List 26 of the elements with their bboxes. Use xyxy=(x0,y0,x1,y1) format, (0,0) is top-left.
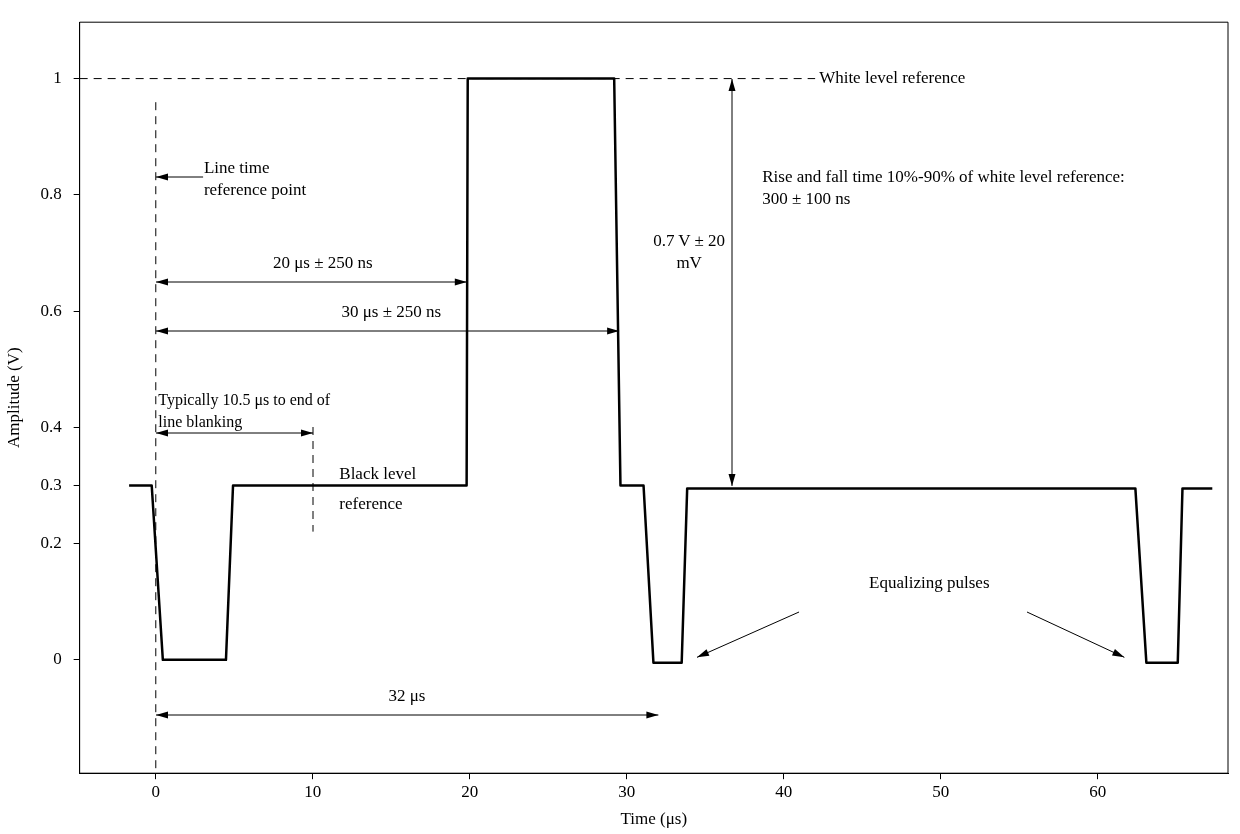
y-tick-label: 0.2 xyxy=(40,533,62,553)
y-tick-label: 0.4 xyxy=(40,416,63,436)
x-tick-label: 50 xyxy=(932,781,950,801)
x-tick-label: 10 xyxy=(304,781,322,801)
y-tick-label: 0.8 xyxy=(40,184,62,204)
annotation: 20 μs ± 250 ns xyxy=(271,252,374,274)
y-axis-title: Amplitude (V) xyxy=(3,347,23,448)
annotation: Line time reference point xyxy=(203,157,308,202)
annotation: Rise and fall time 10%-90% of white level reference: 300 ± 100 ns xyxy=(762,166,1126,211)
y-tick-label: 0 xyxy=(53,649,62,669)
y-tick-label: 1 xyxy=(53,68,62,88)
x-tick-label: 30 xyxy=(618,781,636,801)
x-tick-label: 0 xyxy=(151,781,161,801)
y-tick-label: 0.3 xyxy=(40,474,62,494)
y-tick-label: 0.6 xyxy=(40,300,62,320)
x-tick-label: 40 xyxy=(775,781,793,801)
annotation: Black level reference xyxy=(339,463,418,516)
annotation: 0.7 V ± 20 mV xyxy=(652,230,727,275)
annotation: Typically 10.5 μs to end of line blanking xyxy=(158,390,332,433)
annotation: Equalizing pulses xyxy=(868,571,991,594)
annotation: 30 μs ± 250 ns xyxy=(340,301,443,324)
x-tick-label: 60 xyxy=(1089,781,1107,801)
annotation: 32 μs xyxy=(387,685,427,708)
ref-line-label: White level reference xyxy=(819,68,966,88)
x-axis-title: Time (μs) xyxy=(620,809,688,829)
x-tick-label: 20 xyxy=(461,781,479,801)
